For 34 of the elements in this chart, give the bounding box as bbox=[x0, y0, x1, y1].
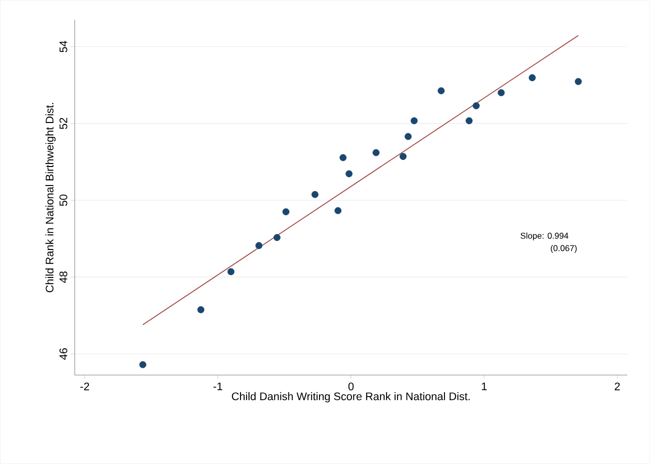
point bbox=[472, 102, 480, 110]
point bbox=[466, 117, 473, 124]
point bbox=[197, 306, 204, 314]
point bbox=[528, 74, 536, 82]
annotation: Slope: 0.994 bbox=[520, 232, 568, 240]
point bbox=[574, 78, 582, 86]
y-tick-label: 52 bbox=[59, 118, 68, 130]
point bbox=[410, 117, 418, 124]
y-tick-label: 48 bbox=[59, 272, 68, 284]
point bbox=[274, 234, 280, 242]
point bbox=[400, 153, 407, 160]
point bbox=[334, 207, 342, 214]
point bbox=[255, 242, 262, 250]
x-axis-title: Child Danish Writing Score Rank in National Dist. bbox=[232, 392, 470, 402]
x-tick-label: 0 bbox=[348, 382, 354, 390]
point bbox=[311, 191, 318, 198]
y-tick-label: 50 bbox=[59, 194, 68, 206]
point bbox=[498, 89, 505, 96]
point bbox=[346, 170, 353, 178]
x-tick-label: -2 bbox=[80, 382, 90, 390]
point bbox=[340, 154, 347, 162]
point bbox=[404, 133, 412, 140]
point bbox=[438, 87, 445, 94]
y-tick-label: 54 bbox=[60, 40, 68, 52]
annotation: (0.067) bbox=[550, 245, 577, 253]
point bbox=[372, 149, 380, 156]
y-axis-title: Child Rank in National Birthweight Dist. bbox=[45, 103, 56, 292]
x-tick-label: -1 bbox=[214, 382, 222, 390]
point bbox=[227, 268, 234, 276]
y-tick-label: 46 bbox=[59, 348, 68, 360]
x-tick-label: 1 bbox=[482, 382, 487, 390]
point bbox=[282, 208, 290, 216]
x-tick-label: 2 bbox=[614, 382, 620, 390]
point bbox=[139, 361, 146, 368]
